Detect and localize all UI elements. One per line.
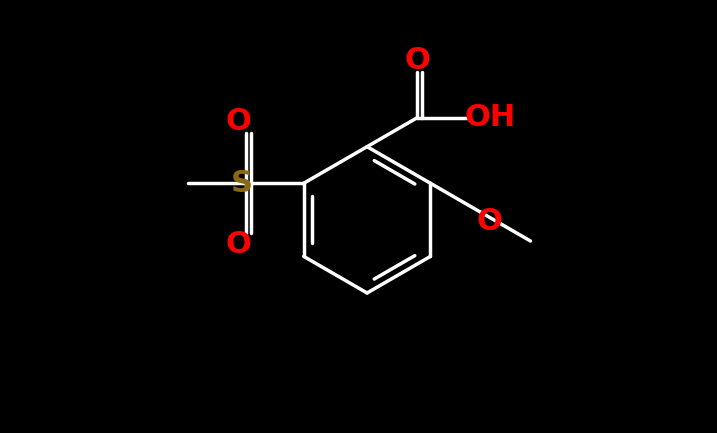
Text: O: O <box>477 207 503 236</box>
Text: O: O <box>404 45 430 74</box>
Text: O: O <box>225 107 251 136</box>
Text: S: S <box>230 169 252 198</box>
Text: OH: OH <box>465 103 516 132</box>
Text: O: O <box>225 230 251 259</box>
